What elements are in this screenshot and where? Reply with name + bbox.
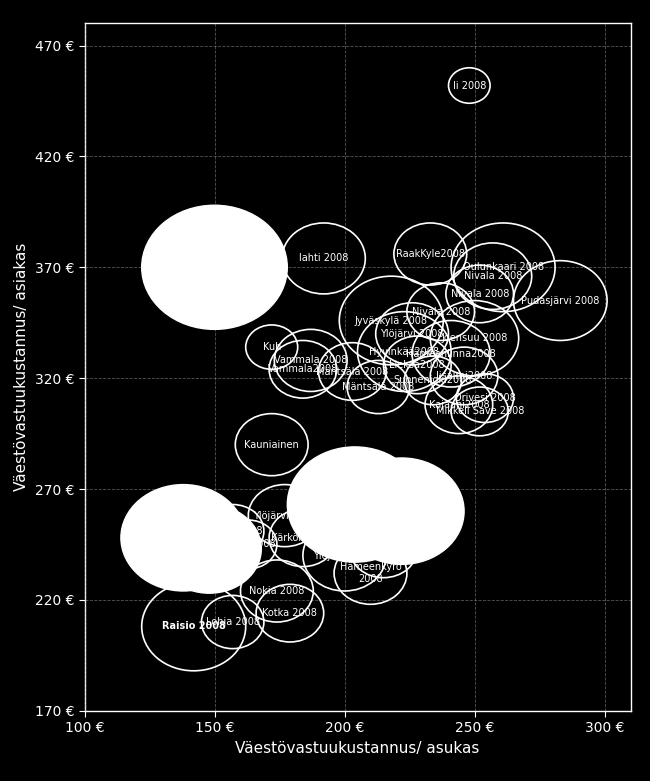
Text: Jyväskylä 2008: Jyväskylä 2008 [355, 316, 428, 326]
Text: Vammala2008: Vammala2008 [268, 364, 338, 374]
Text: Mikkeli Save 2008: Mikkeli Save 2008 [436, 406, 524, 416]
Text: Kotka 2008: Kotka 2008 [263, 608, 317, 618]
Text: Kuh: Kuh [263, 342, 281, 352]
Text: Suonenjoki2008: Suonenjoki2008 [394, 376, 472, 385]
Text: Joensuu 2008: Joensuu 2008 [441, 333, 508, 343]
Text: S 2008: S 2008 [192, 544, 226, 554]
Text: Kauniainen: Kauniainen [244, 440, 299, 450]
Text: Ylöjärvi 2008: Ylöjärvi 2008 [313, 551, 376, 561]
Text: Vammala 2008: Vammala 2008 [274, 355, 347, 366]
Text: Lempäälä 2008: Lempäälä 2008 [346, 544, 421, 554]
Circle shape [339, 458, 464, 565]
Text: Orivesi 2008: Orivesi 2008 [454, 393, 516, 403]
Text: Raisio 2008: Raisio 2008 [162, 622, 226, 632]
Y-axis label: Väestövastuukustannus/ asiakas: Väestövastuukustannus/ asiakas [14, 243, 29, 491]
Text: Nokia 2008: Nokia 2008 [249, 586, 305, 596]
Text: Ylöjärvi 2008: Ylöjärvi 2008 [253, 511, 317, 521]
Text: Hauho 2008: Hauho 2008 [203, 526, 263, 536]
Text: Nivala 2008: Nivala 2008 [411, 307, 470, 316]
Text: lahti 2008: lahti 2008 [299, 254, 348, 263]
Text: Oulu 2008: Oulu 2008 [376, 506, 427, 516]
Circle shape [287, 447, 422, 562]
Text: Nivala 2008: Nivala 2008 [450, 289, 509, 299]
Text: Lohja 2008: Lohja 2008 [205, 617, 260, 627]
Circle shape [121, 484, 246, 591]
Text: Pudasjärvi 2008: Pudasjärvi 2008 [521, 295, 599, 305]
Text: Nivala 2008: Nivala 2008 [463, 271, 522, 281]
Text: RaakKyle2008: RaakKyle2008 [396, 249, 465, 259]
Text: Kärkölä 2008: Kärkölä 2008 [271, 533, 335, 543]
Text: Hämeenlinna2008: Hämeenlinna2008 [406, 349, 496, 358]
Text: Mäntsälä 2008: Mäntsälä 2008 [316, 366, 389, 376]
Text: 2008: 2008 [366, 482, 391, 492]
Circle shape [157, 505, 261, 594]
Text: Tampere 2008: Tampere 2008 [310, 517, 379, 527]
Text: Mäntsälä 2008: Mäntsälä 2008 [342, 382, 415, 392]
Text: Iisalmi2008: Iisalmi2008 [436, 371, 492, 381]
X-axis label: Väestövastuukustannus/ asukas: Väestövastuukustannus/ asukas [235, 740, 480, 756]
Text: Hämeenkyrö
2008: Hämeenkyrö 2008 [339, 562, 402, 584]
Text: Jyväskylä 2008: Jyväskylä 2008 [318, 500, 391, 509]
Text: Kajaani2008: Kajaani2008 [428, 400, 489, 410]
Circle shape [142, 205, 287, 330]
Text: Jyväskylänmlk: Jyväskylänmlk [339, 466, 417, 476]
Text: Virrat 2008: Virrat 2008 [221, 540, 276, 549]
Text: Kan 2008: Kan 2008 [191, 262, 238, 273]
Text: Ii 2008: Ii 2008 [452, 80, 486, 91]
Text: P 2008: P 2008 [166, 533, 200, 543]
Text: Lieksa2008: Lieksa2008 [389, 360, 445, 370]
Text: Hyvinkää2008: Hyvinkää2008 [369, 347, 439, 357]
Text: Ylöjärvi 2008: Ylöjärvi 2008 [380, 329, 444, 339]
Text: Oulunkaari 2008: Oulunkaari 2008 [463, 262, 543, 273]
